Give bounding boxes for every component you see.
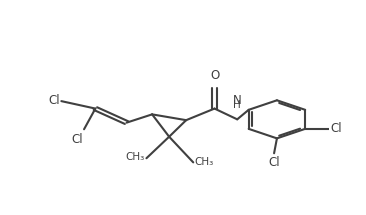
Text: CH₃: CH₃ <box>126 152 145 162</box>
Text: Cl: Cl <box>331 122 342 135</box>
Text: H: H <box>234 100 241 110</box>
Text: Cl: Cl <box>268 156 280 169</box>
Text: Cl: Cl <box>71 133 83 146</box>
Text: N: N <box>233 94 242 107</box>
Text: O: O <box>210 69 219 82</box>
Text: Cl: Cl <box>48 94 60 107</box>
Text: CH₃: CH₃ <box>195 157 214 167</box>
